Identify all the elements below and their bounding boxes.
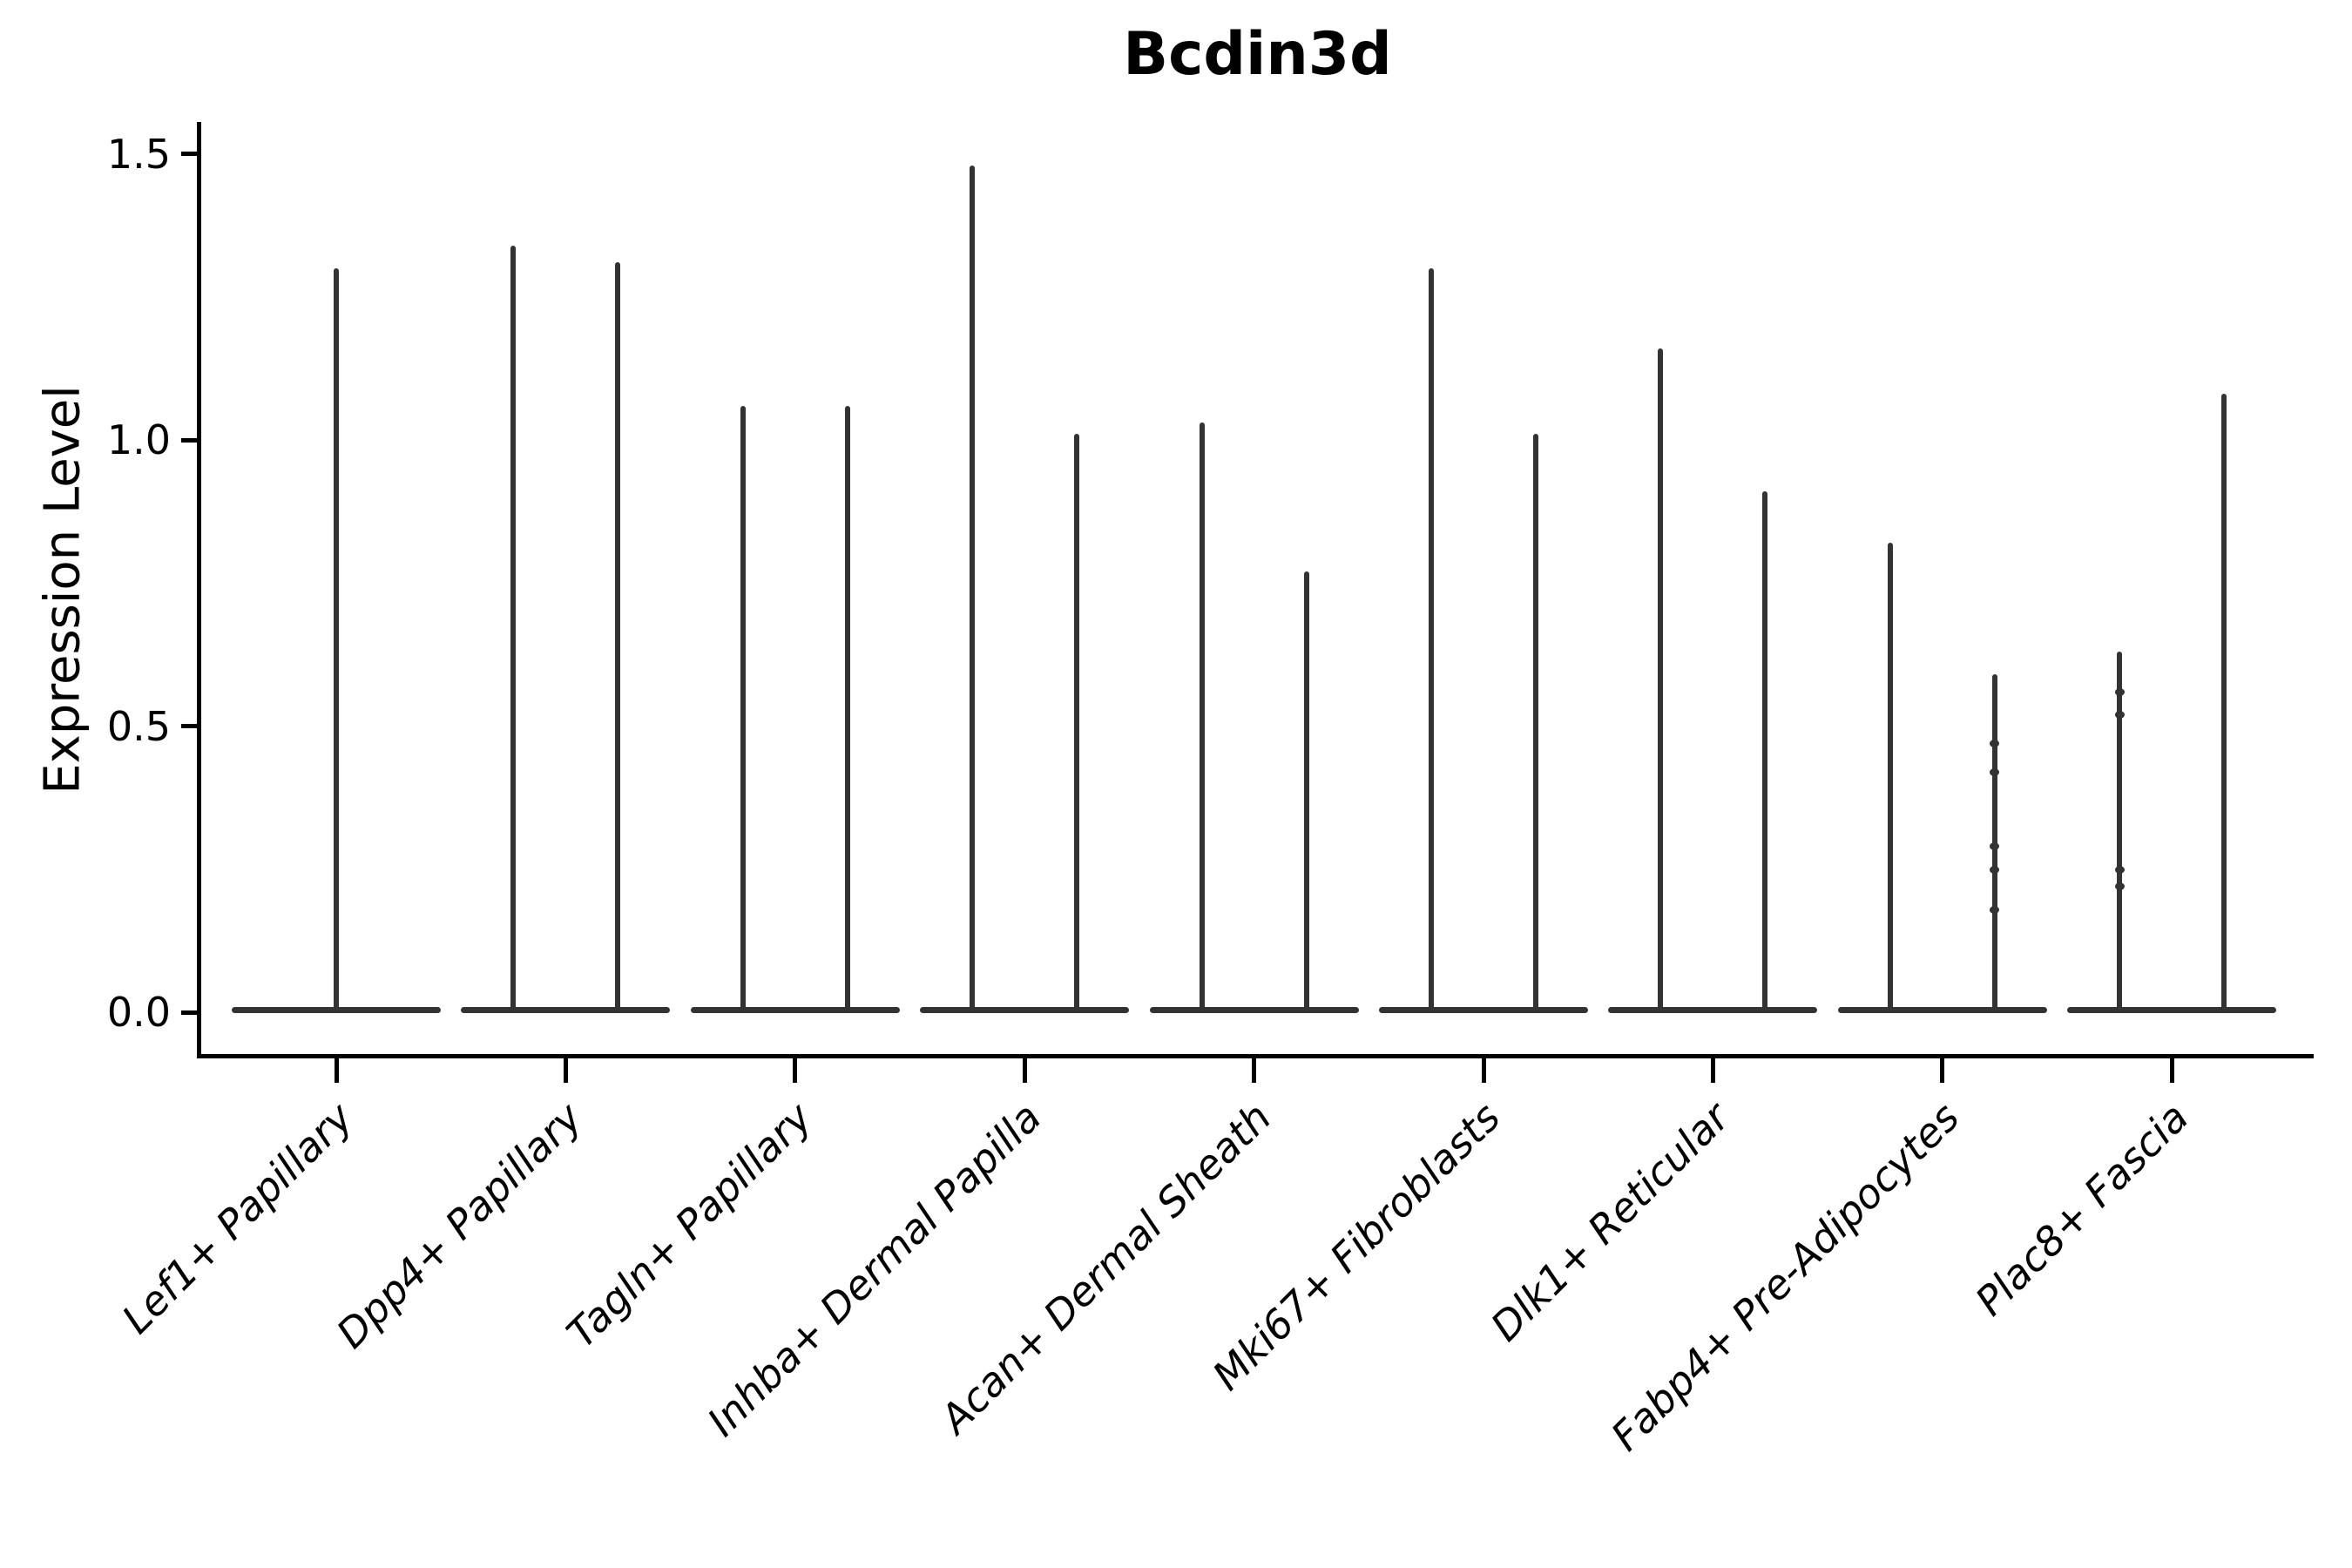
violin-density-bump — [1990, 865, 2000, 874]
violin-density-bump — [1990, 842, 2000, 851]
x-tick-mark — [334, 1058, 339, 1083]
violin-spike — [1074, 434, 1080, 1010]
violin-spike — [2221, 394, 2227, 1010]
violin-body — [461, 1007, 671, 1013]
violin-spike — [1991, 674, 1997, 1010]
x-tick-mark — [1940, 1058, 1945, 1083]
violin-spike — [1658, 348, 1664, 1010]
y-tick-label: 1.5 — [106, 130, 171, 178]
violin-body — [2067, 1007, 2277, 1013]
y-tick-label: 1.0 — [106, 416, 171, 463]
violin-spike — [970, 165, 976, 1010]
violin-body — [1149, 1007, 1359, 1013]
x-axis-spine — [197, 1054, 2314, 1058]
violin-density-bump — [1990, 768, 2000, 777]
violin-spike — [510, 245, 517, 1010]
chart-title: Bcdin3d — [1123, 20, 1392, 89]
x-tick-mark — [1710, 1058, 1715, 1083]
y-tick-mark — [181, 1010, 199, 1015]
violin-density-bump — [2114, 865, 2125, 874]
violin-spike — [1429, 267, 1434, 1010]
violin-density-bump — [1990, 740, 2000, 748]
violin-body — [920, 1007, 1130, 1013]
violin-spike — [844, 405, 850, 1010]
violin-body — [690, 1007, 900, 1013]
violin-spike — [740, 405, 746, 1010]
y-tick-mark — [181, 152, 199, 156]
y-tick-mark — [181, 437, 199, 443]
x-tick-mark — [793, 1058, 798, 1083]
violin-density-bump — [1990, 905, 2000, 914]
x-tick-mark — [1022, 1058, 1027, 1083]
y-tick-mark — [181, 724, 199, 728]
violin-body — [1837, 1007, 2047, 1013]
x-tick-mark — [563, 1058, 568, 1083]
violin-spike — [1533, 434, 1538, 1010]
y-tick-label: 0.5 — [106, 702, 171, 750]
x-tick-mark — [1252, 1058, 1257, 1083]
violin-density-bump — [2114, 882, 2125, 891]
x-tick-mark — [1481, 1058, 1486, 1083]
violin-spike — [1199, 422, 1205, 1010]
violin-spike — [615, 262, 621, 1010]
violin-spike — [2117, 652, 2123, 1010]
y-tick-label: 0.0 — [106, 989, 171, 1036]
violin-spike — [1762, 491, 1768, 1010]
violin-body — [1608, 1007, 1818, 1013]
violin-body — [1379, 1007, 1588, 1013]
y-axis-spine — [197, 122, 201, 1058]
violin-density-bump — [2114, 688, 2125, 697]
violin-density-bump — [2114, 711, 2125, 720]
violin-spike — [1303, 571, 1309, 1010]
x-tick-mark — [2169, 1058, 2174, 1083]
violin-spike — [1887, 543, 1893, 1010]
violin-spike — [334, 267, 339, 1010]
